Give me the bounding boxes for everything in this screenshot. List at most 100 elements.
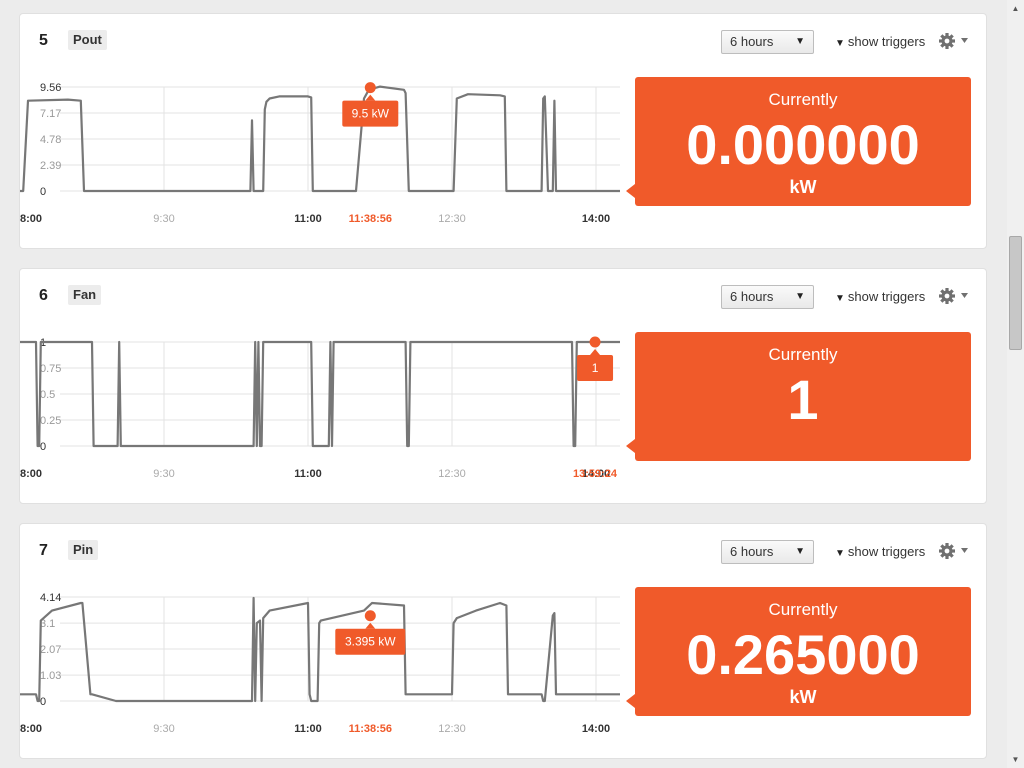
gear-icon [939, 288, 968, 304]
triangle-down-icon: ▼ [835, 38, 845, 49]
settings-menu-button[interactable] [937, 540, 971, 562]
x-tick-label: 8:00 [20, 723, 42, 735]
tooltip-text: 9.5 kW [352, 107, 390, 121]
triangle-down-icon: ▼ [835, 548, 845, 559]
show-triggers-toggle[interactable]: ▼ show triggers [835, 544, 925, 559]
x-tick-label: 9:30 [153, 213, 174, 225]
y-tick-label: 3.1 [40, 618, 55, 630]
marker-time-label: 11:38:56 [349, 723, 392, 735]
current-value-panel: Currently 0.000000 kW [626, 77, 971, 206]
data-marker[interactable] [364, 610, 376, 622]
scroll-down-icon[interactable]: ▼ [1011, 755, 1020, 764]
current-value: 0.265000 [686, 623, 920, 686]
y-tick-label: 1.03 [40, 670, 61, 682]
x-tick-label: 9:30 [153, 468, 174, 480]
value-tooltip: 9.5 kW [342, 94, 399, 127]
x-tick-label: 14:00 [582, 468, 610, 480]
y-tick-label: 4.78 [40, 134, 61, 146]
y-tick-label: 0 [40, 441, 46, 453]
scrollbar-thumb[interactable] [1009, 236, 1022, 350]
current-value: 1 [787, 368, 819, 431]
page-scrollbar[interactable]: ▲ ▼ [1007, 0, 1024, 768]
range-select[interactable]: 6 hours ▼ [721, 540, 814, 564]
current-value-panel: Currently 0.265000 kW [626, 587, 971, 716]
show-triggers-toggle[interactable]: ▼ show triggers [835, 289, 925, 304]
chevron-down-icon: ▼ [795, 36, 805, 47]
widget-name-tag[interactable]: Pout [68, 30, 107, 50]
y-tick-label: 0.25 [40, 415, 61, 427]
range-select[interactable]: 6 hours ▼ [721, 285, 814, 309]
panel-pointer [626, 439, 635, 453]
x-tick-label: 11:00 [294, 723, 322, 735]
currently-label: Currently [768, 345, 838, 364]
widget-name-tag[interactable]: Fan [68, 285, 102, 305]
x-tick-label: 9:30 [153, 723, 174, 735]
range-select[interactable]: 6 hours ▼ [721, 30, 814, 54]
marker-time-label: 13:59:24 [573, 468, 618, 480]
y-tick-label: 9.56 [40, 82, 61, 94]
chevron-down-icon: ▼ [795, 291, 805, 302]
x-tick-label: 14:00 [582, 723, 610, 735]
scroll-up-icon[interactable]: ▲ [1011, 4, 1020, 13]
series-line [20, 340, 620, 448]
show-triggers-toggle[interactable]: ▼ show triggers [835, 34, 925, 49]
x-tick-label: 11:00 [294, 468, 322, 480]
line-chart[interactable]: 0 1.03 2.07 3.1 4.14 8:00 9:30 11:00 12:30 14:00 3… [20, 524, 640, 744]
range-select-value: 6 hours [730, 34, 774, 49]
y-tick-label: 7.17 [40, 108, 61, 120]
x-tick-label: 12:30 [438, 723, 466, 735]
current-value: 0.000000 [686, 113, 920, 176]
line-chart[interactable]: 0 2.39 4.78 7.17 9.56 8:00 9:30 11:00 12:30 14:00… [20, 14, 640, 234]
series-line [20, 85, 620, 193]
tooltip-pointer [590, 349, 601, 355]
data-marker[interactable] [364, 82, 376, 94]
current-unit: kW [789, 687, 817, 707]
widget-card-pout: 5 Pout 6 hours ▼ ▼ show triggers 0 2.39 4.7… [19, 13, 987, 249]
x-tick-label: 8:00 [20, 213, 42, 225]
tooltip-text: 3.395 kW [345, 635, 396, 649]
y-tick-label: 0 [40, 186, 46, 198]
settings-menu-button[interactable] [937, 285, 971, 307]
tooltip-box [577, 355, 614, 381]
widget-number: 6 [39, 287, 48, 304]
widget-number: 5 [39, 32, 48, 49]
widget-card-fan: 6 Fan 6 hours ▼ ▼ show triggers 0 0.25 0.5 0… [19, 268, 987, 504]
tooltip-pointer [365, 94, 376, 101]
panel-pointer [626, 184, 635, 198]
y-tick-label: 0.5 [40, 389, 55, 401]
x-tick-label: 14:00 [582, 213, 610, 225]
widget-number: 7 [39, 542, 48, 559]
gear-icon [939, 33, 968, 49]
y-tick-label: 4.14 [40, 592, 61, 604]
value-tooltip: 3.395 kW [335, 622, 406, 655]
series-line [20, 596, 620, 703]
y-tick-label: 2.39 [40, 160, 61, 172]
widget-name-tag[interactable]: Pin [68, 540, 99, 560]
show-triggers-label: show triggers [847, 289, 926, 304]
range-select-value: 6 hours [730, 544, 774, 559]
panel-pointer [626, 694, 635, 708]
x-tick-label: 12:30 [438, 213, 466, 225]
show-triggers-label: show triggers [847, 544, 926, 559]
marker-time-label: 11:38:56 [349, 213, 392, 225]
x-tick-label: 8:00 [20, 468, 42, 480]
tooltip-box [342, 100, 399, 127]
y-tick-label: 0.75 [40, 363, 61, 375]
x-tick-label: 11:00 [294, 213, 322, 225]
chevron-down-icon: ▼ [795, 546, 805, 557]
tooltip-text: 1 [592, 361, 599, 375]
currently-label: Currently [768, 90, 838, 109]
x-tick-label: 12:30 [438, 468, 466, 480]
y-tick-label: 0 [40, 696, 46, 708]
data-marker[interactable] [589, 336, 601, 348]
triangle-down-icon: ▼ [835, 293, 845, 304]
range-select-value: 6 hours [730, 289, 774, 304]
tooltip-pointer [365, 622, 376, 629]
y-tick-label: 2.07 [40, 644, 61, 656]
current-unit: kW [789, 177, 817, 197]
current-value-panel: Currently 1 [626, 332, 971, 461]
settings-menu-button[interactable] [937, 30, 971, 52]
gear-icon [939, 543, 968, 559]
widget-card-pin: 7 Pin 6 hours ▼ ▼ show triggers 0 1.03 2.07… [19, 523, 987, 759]
